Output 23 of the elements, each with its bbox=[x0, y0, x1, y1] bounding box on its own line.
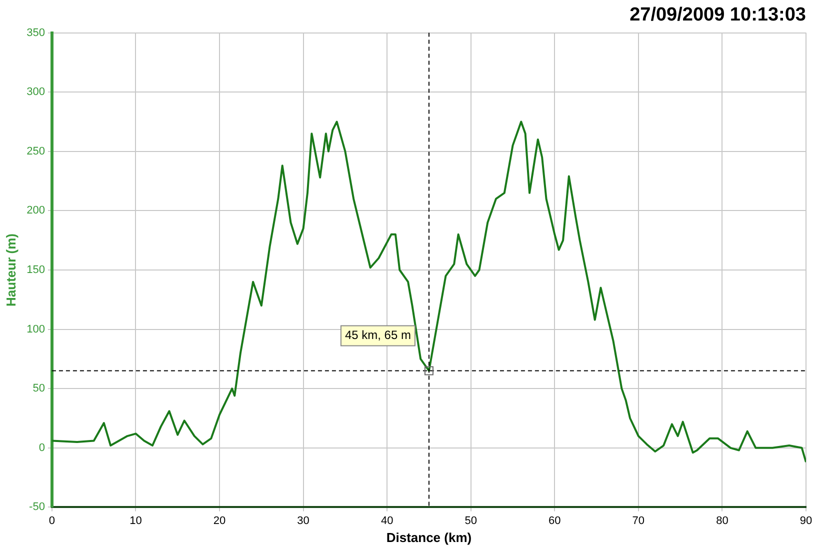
chart-title: 27/09/2009 10:13:03 bbox=[630, 4, 806, 26]
y-tick-label: 50 bbox=[32, 382, 45, 395]
y-tick-label: 150 bbox=[26, 264, 45, 276]
y-axis-title: Hauteur (m) bbox=[3, 234, 18, 306]
x-tick-label: 40 bbox=[380, 514, 394, 527]
y-tick-label: -50 bbox=[29, 501, 45, 514]
x-tick-label: 60 bbox=[548, 514, 561, 527]
x-tick-label: 50 bbox=[464, 514, 477, 527]
y-tick-label: 350 bbox=[26, 26, 45, 39]
x-tick-label: 70 bbox=[632, 514, 645, 527]
y-tick-label: 250 bbox=[26, 145, 45, 158]
x-axis-title: Distance (km) bbox=[386, 530, 472, 545]
y-tick-label: 0 bbox=[38, 442, 45, 454]
x-tick-label: 90 bbox=[800, 514, 812, 527]
y-tick-label: 300 bbox=[26, 86, 45, 98]
x-tick-label: 0 bbox=[48, 514, 56, 527]
x-tick-label: 30 bbox=[297, 514, 310, 527]
annotation: 45 km, 65 m bbox=[344, 328, 411, 342]
y-tick-label: 100 bbox=[26, 323, 45, 336]
x-tick-label: 80 bbox=[716, 514, 728, 527]
x-tick-label: 10 bbox=[130, 514, 142, 527]
y-tick-label: 200 bbox=[26, 204, 45, 217]
x-tick-label: 20 bbox=[213, 514, 226, 527]
